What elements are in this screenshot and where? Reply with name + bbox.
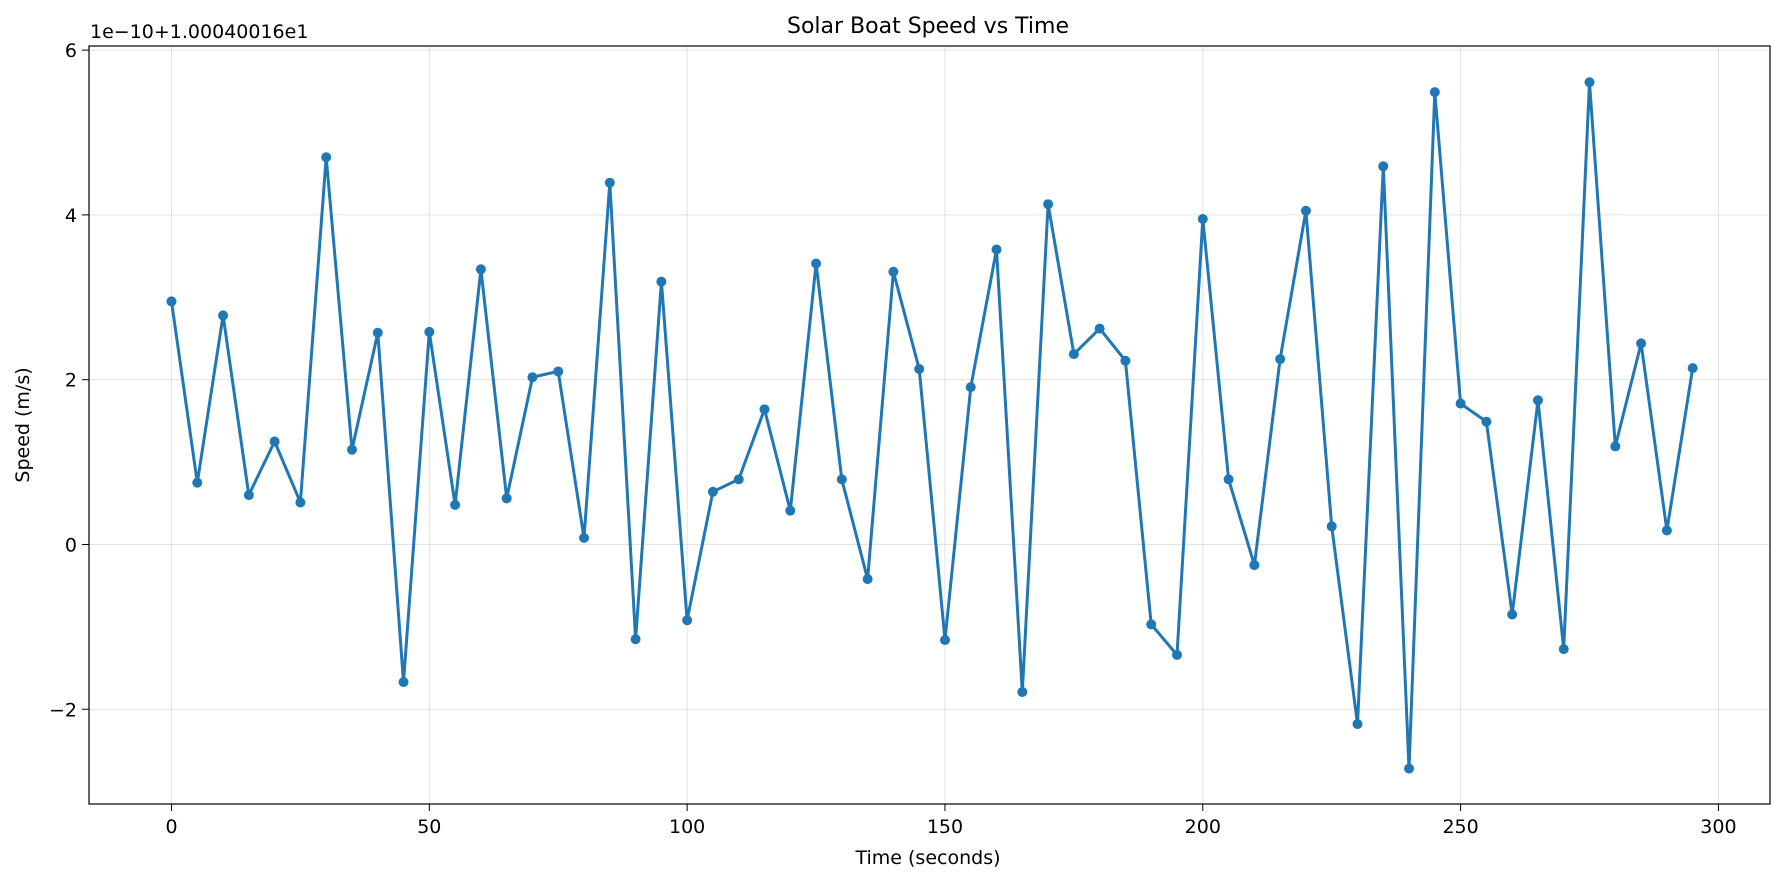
data-point (218, 310, 229, 321)
data-point (424, 326, 435, 337)
data-point (1455, 398, 1466, 409)
x-tick-label: 0 (165, 816, 177, 838)
data-point (1507, 609, 1518, 620)
axis-ticks: 0 50 100 150 200 250 300 −2 0 2 4 6 (49, 40, 1737, 838)
data-point (346, 444, 357, 455)
x-tick-label: 300 (1700, 816, 1736, 838)
y-offset-label: 1e−10+1.00040016e1 (90, 21, 308, 43)
data-point (1223, 474, 1234, 485)
data-point (1636, 338, 1647, 349)
data-point (1094, 323, 1105, 334)
speed-series (166, 77, 1698, 774)
x-tick-label: 100 (669, 816, 705, 838)
data-point (965, 382, 976, 393)
data-point (192, 477, 203, 488)
data-point (1610, 441, 1621, 452)
data-point (321, 152, 332, 163)
data-point (450, 499, 461, 510)
data-point (166, 296, 177, 307)
y-tick-label: −2 (49, 699, 77, 721)
data-point (759, 404, 770, 415)
data-point (1378, 161, 1389, 172)
data-point (836, 474, 847, 485)
data-point (1326, 521, 1337, 532)
data-point (398, 677, 409, 688)
data-point (1687, 363, 1698, 374)
data-point (1352, 719, 1363, 730)
data-point (733, 474, 744, 485)
data-point (1017, 686, 1028, 697)
data-point (269, 436, 280, 447)
data-point (604, 177, 615, 188)
data-point (1275, 354, 1286, 365)
data-point (579, 532, 590, 543)
data-point (1068, 349, 1079, 360)
data-point (656, 276, 667, 287)
data-point (553, 366, 564, 377)
y-tick-label: 6 (65, 40, 77, 62)
data-point (785, 505, 796, 516)
data-point (1120, 355, 1131, 366)
data-point (295, 497, 306, 508)
data-point (991, 244, 1002, 255)
data-point (707, 486, 718, 497)
data-point (1661, 525, 1672, 536)
plot-frame (88, 45, 1771, 805)
chart-title: Solar Boat Speed vs Time (787, 14, 1069, 39)
grid-lines (89, 46, 1770, 804)
y-tick-label: 4 (65, 205, 77, 227)
x-tick-label: 150 (927, 816, 963, 838)
data-point (1146, 619, 1157, 630)
data-point (1197, 214, 1208, 225)
x-axis-label: Time (seconds) (854, 847, 1000, 869)
data-point (1172, 649, 1183, 660)
data-point (630, 634, 641, 645)
x-tick-label: 50 (417, 816, 441, 838)
data-point (914, 363, 925, 374)
data-point (475, 264, 486, 275)
data-point (1300, 205, 1311, 216)
data-point (939, 635, 950, 646)
data-point (682, 615, 693, 626)
data-point (862, 574, 873, 585)
data-point (527, 372, 538, 383)
data-point (811, 258, 822, 269)
data-point (1532, 395, 1543, 406)
data-point (1043, 199, 1054, 210)
data-point (243, 490, 254, 501)
data-point (501, 493, 512, 504)
data-point (372, 327, 383, 338)
data-point (1429, 87, 1440, 98)
x-tick-label: 200 (1185, 816, 1221, 838)
y-tick-label: 2 (65, 370, 77, 392)
y-tick-label: 0 (65, 534, 77, 556)
data-point (888, 266, 899, 277)
y-axis-label: Speed (m/s) (12, 367, 34, 482)
x-tick-label: 250 (1442, 816, 1478, 838)
data-point (1249, 560, 1260, 571)
data-point (1584, 77, 1595, 88)
data-point (1404, 763, 1415, 774)
series-line (170, 80, 1695, 771)
data-point (1558, 644, 1569, 655)
data-point (1481, 416, 1492, 427)
